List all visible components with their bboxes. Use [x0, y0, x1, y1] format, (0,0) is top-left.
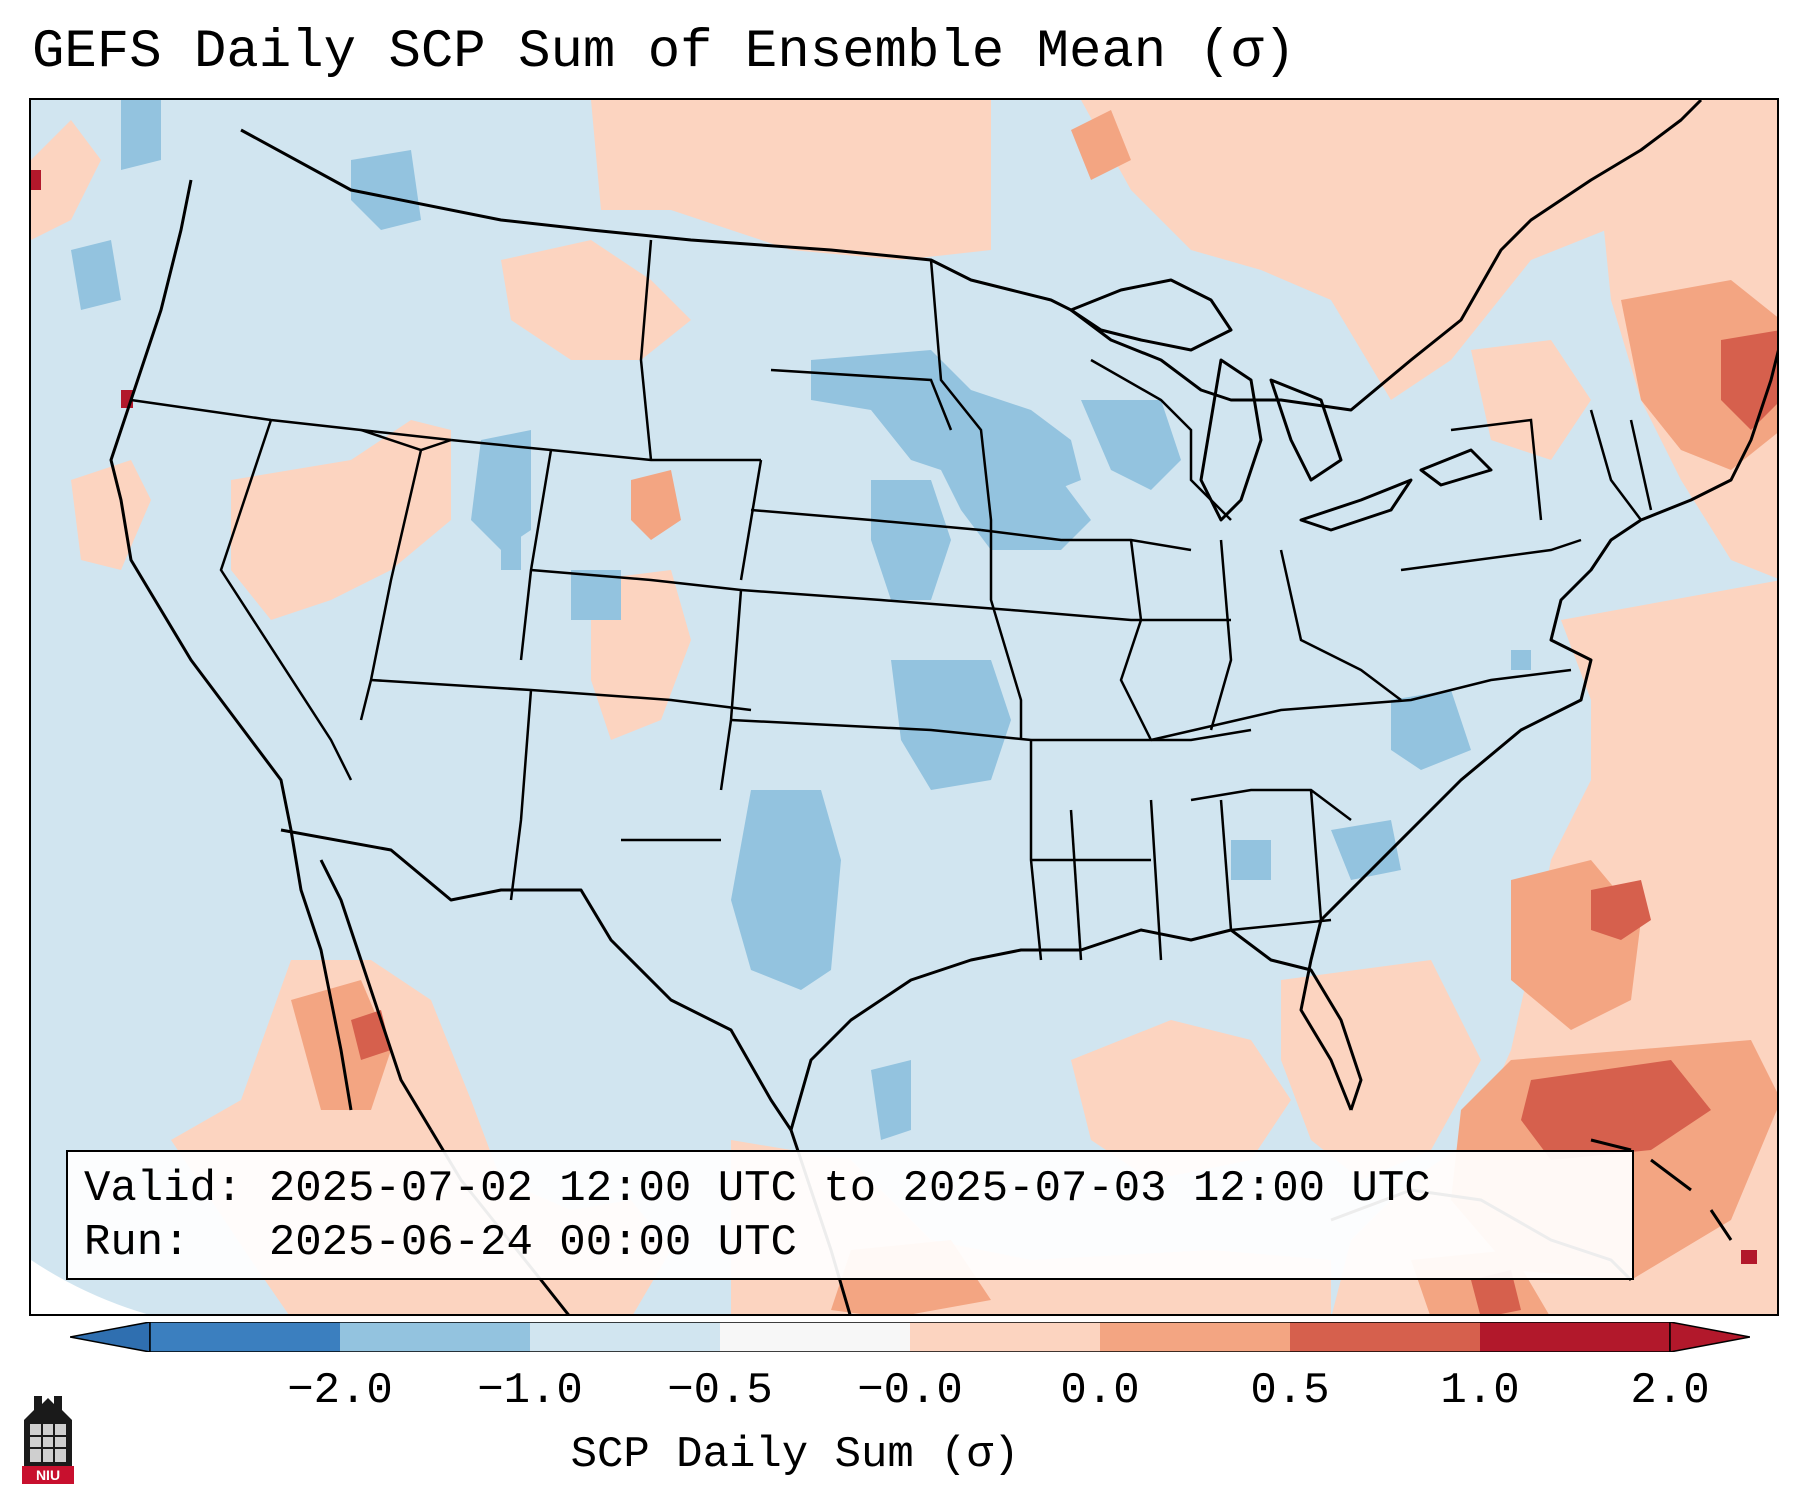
colorbar-segment	[1290, 1322, 1481, 1352]
valid-line: Valid: 2025-07-02 12:00 UTC to 2025-07-0…	[84, 1164, 1431, 1214]
colorbar-segment	[340, 1322, 531, 1352]
map-title: GEFS Daily SCP Sum of Ensemble Mean (σ)	[32, 22, 1296, 83]
colorbar-tick-label: −1.0	[477, 1366, 583, 1416]
run-text: 2025-06-24 00:00 UTC	[268, 1218, 797, 1268]
strong-positive-regions	[351, 330, 1777, 1314]
state-lines	[130, 239, 1653, 961]
lake-superior	[1069, 278, 1233, 352]
moderate-negative-regions	[71, 100, 1531, 1140]
lake-erie	[1299, 478, 1413, 532]
colorbar-tick-label: 2.0	[1630, 1366, 1710, 1416]
colorbar-segments	[149, 1322, 1671, 1352]
valid-label: Valid:	[84, 1164, 243, 1214]
colorbar-segment	[910, 1322, 1101, 1352]
us-canada-border-east	[1070, 100, 1703, 412]
gulf-coast	[789, 928, 1363, 1131]
colorbar-segment	[720, 1322, 911, 1352]
valid-run-info-box: Valid: 2025-07-02 12:00 UTC to 2025-07-0…	[66, 1150, 1634, 1280]
bahamas	[1590, 1138, 1733, 1241]
us-mexico-border	[280, 828, 793, 1131]
east-coast	[1299, 349, 1777, 1111]
colorbar-segment	[1100, 1322, 1291, 1352]
valid-text: 2025-07-02 12:00 UTC to 2025-07-03 12:00…	[268, 1164, 1431, 1214]
lake-ontario	[1419, 448, 1493, 487]
run-line: Run: 2025-06-24 00:00 UTC	[84, 1218, 797, 1268]
colorbar-tick-label: −0.0	[857, 1366, 963, 1416]
colorbar-tick-label: −2.0	[287, 1366, 393, 1416]
projection-edge	[31, 1260, 147, 1314]
run-label: Run:	[84, 1218, 190, 1268]
colorbar-segment	[150, 1322, 341, 1352]
colorbar-extend-low	[70, 1322, 151, 1352]
colorbar-tick-label: 0.0	[1060, 1366, 1140, 1416]
colorbar-tick-label: −0.5	[667, 1366, 773, 1416]
colorbar-segment	[530, 1322, 721, 1352]
gulf-of-california	[319, 859, 433, 1131]
scp-map	[31, 100, 1777, 1314]
colorbar-extend-high	[1669, 1322, 1750, 1352]
colorbar-tick-label: 0.5	[1250, 1366, 1330, 1416]
map-panel	[29, 98, 1779, 1316]
colorbar	[70, 1322, 1750, 1352]
colorbar-segment	[1480, 1322, 1671, 1352]
lake-huron	[1269, 378, 1343, 482]
colorbar-label: SCP Daily Sum (σ)	[570, 1430, 1020, 1480]
niu-logo-text: NIU	[36, 1467, 60, 1483]
niu-logo: NIU	[22, 1396, 74, 1484]
lake-michigan	[1199, 358, 1263, 522]
us-canada-border	[240, 128, 1072, 312]
west-coast	[109, 179, 353, 1111]
colorbar-tick-label: 1.0	[1440, 1366, 1520, 1416]
